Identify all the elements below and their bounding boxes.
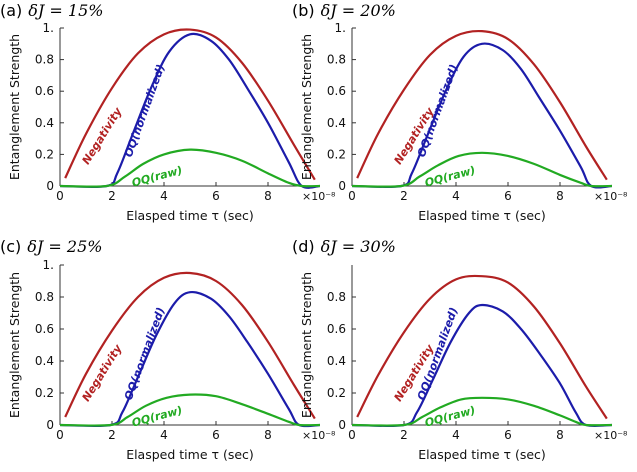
x-axis-label: Elasped time τ (sec) bbox=[418, 208, 546, 223]
y-tick-label: 0.2 bbox=[35, 147, 54, 161]
x-tick-label: 6 bbox=[504, 189, 512, 203]
chart-panel-b: (b) δJ = 20% 0 0.2 0.4 0.6 0.8 1. 0 2 4 6 8 ×10⁻⁸ Elas… bbox=[292, 1, 628, 223]
x-tick-label: 0 bbox=[348, 189, 356, 203]
y-tick-label: 0 bbox=[46, 179, 54, 193]
panel-letter: (b) bbox=[292, 1, 315, 20]
panel-letter: (c) bbox=[0, 237, 21, 256]
y-tick-label: 0.6 bbox=[327, 84, 346, 98]
panel-title-math: δJ = 15% bbox=[28, 1, 103, 20]
y-tick-label: 0.8 bbox=[35, 290, 54, 304]
y-axis-label: Entanglement Strength bbox=[299, 34, 314, 180]
x-tick-label: 2 bbox=[400, 428, 408, 442]
x-tick-label: 6 bbox=[504, 428, 512, 442]
panel-title: (d) δJ = 30% bbox=[292, 237, 396, 256]
series-line-oq-normalized bbox=[59, 32, 321, 189]
series-line-oq-raw bbox=[351, 396, 613, 427]
x-tick-label: 8 bbox=[556, 189, 564, 203]
y-tick-label: 0.2 bbox=[327, 147, 346, 161]
x-tick-label: 4 bbox=[160, 189, 168, 203]
x-tick-label: 2 bbox=[108, 428, 116, 442]
series-line-negativity bbox=[356, 29, 608, 181]
x-tick-label: 8 bbox=[556, 428, 564, 442]
y-tick-label: 0 bbox=[46, 418, 54, 432]
x-tick-label: 0 bbox=[56, 428, 64, 442]
panel-title: (a) δJ = 15% bbox=[0, 1, 103, 20]
y-axis-label: Entanglement Strength bbox=[7, 34, 22, 180]
x-tick-label: 6 bbox=[212, 189, 220, 203]
y-tick-label: 0.6 bbox=[327, 322, 346, 336]
x-tick-label: 4 bbox=[452, 428, 460, 442]
panel-title: (b) δJ = 20% bbox=[292, 1, 396, 20]
series-label-neg: Negativity bbox=[79, 105, 125, 167]
series-line-negativity bbox=[64, 28, 316, 181]
x-axis-label: Elasped time τ (sec) bbox=[418, 447, 546, 462]
y-tick-label: 0.4 bbox=[327, 116, 346, 130]
y-tick-label: 0.8 bbox=[327, 53, 346, 67]
series-line-oq-normalized bbox=[59, 290, 321, 428]
series-label-oqr: OQ(raw) bbox=[423, 404, 476, 430]
chart-panel-a: (a) δJ = 15% 0 0.2 0.4 0.6 0.8 1. 0 2 4 6 8 ×10⁻⁸ Elas… bbox=[0, 1, 336, 223]
x-tick-label: 8 bbox=[264, 428, 272, 442]
y-tick-label: 0.4 bbox=[35, 354, 54, 368]
chart-panel-c: (c) δJ = 25% 0 0.2 0.4 0.6 0.8 1. 0 2 4 6 8 ×10⁻⁸ Elas… bbox=[0, 237, 336, 462]
x-tick-label: 8 bbox=[264, 189, 272, 203]
x-axis-multiplier: ×10⁻⁸ bbox=[594, 190, 628, 203]
y-tick-label: 0.2 bbox=[35, 386, 54, 400]
y-tick-label: 1. bbox=[43, 21, 54, 35]
x-tick-label: 2 bbox=[400, 189, 408, 203]
y-tick-label: 0 bbox=[338, 418, 346, 432]
series-line-oq-normalized bbox=[351, 42, 613, 189]
x-tick-label: 6 bbox=[212, 428, 220, 442]
x-axis-multiplier: ×10⁻⁸ bbox=[302, 429, 336, 442]
panel-title: (c) δJ = 25% bbox=[0, 237, 102, 256]
y-axis-label: Entanglement Strength bbox=[7, 272, 22, 418]
series-label-oqn: OQ(normalized) bbox=[122, 306, 168, 402]
x-tick-label: 0 bbox=[348, 428, 356, 442]
panel-title-math: δJ = 30% bbox=[321, 237, 396, 256]
x-tick-label: 2 bbox=[108, 189, 116, 203]
y-tick-label: 0.4 bbox=[35, 116, 54, 130]
y-tick-label: 0.2 bbox=[327, 386, 346, 400]
x-axis-label: Elasped time τ (sec) bbox=[126, 208, 254, 223]
x-axis-multiplier: ×10⁻⁸ bbox=[594, 429, 628, 442]
x-axis-label: Elasped time τ (sec) bbox=[126, 447, 254, 462]
y-tick-label: 0.6 bbox=[35, 84, 54, 98]
panel-letter: (d) bbox=[292, 237, 315, 256]
panel-title-math: δJ = 25% bbox=[27, 237, 102, 256]
y-tick-label: 0.8 bbox=[35, 53, 54, 67]
y-tick-label: 0.4 bbox=[327, 354, 346, 368]
series-line-oq-raw bbox=[59, 393, 321, 427]
y-tick-label: 0.8 bbox=[327, 290, 346, 304]
series-line-oq-raw bbox=[59, 148, 321, 188]
x-axis-multiplier: ×10⁻⁸ bbox=[302, 190, 336, 203]
y-tick-label: 1. bbox=[43, 258, 54, 272]
series-line-negativity bbox=[64, 271, 316, 420]
series-label-oqn: OQ(normalized) bbox=[122, 63, 168, 159]
y-tick-label: 0.6 bbox=[35, 322, 54, 336]
series-label-oqr: OQ(raw) bbox=[130, 404, 183, 430]
y-tick-label: 0 bbox=[338, 179, 346, 193]
x-tick-label: 4 bbox=[160, 428, 168, 442]
x-tick-label: 0 bbox=[56, 189, 64, 203]
series-line-oq-normalized bbox=[351, 303, 613, 428]
y-tick-label: 1. bbox=[335, 21, 346, 35]
x-tick-label: 4 bbox=[452, 189, 460, 203]
chart-panel-d: (d) δJ = 30% 0 0.2 0.4 0.6 0.8 0 2 4 6 8 ×10⁻⁸ Elaspe… bbox=[292, 237, 628, 462]
panel-letter: (a) bbox=[0, 1, 22, 20]
series-line-oq-raw bbox=[351, 151, 613, 188]
y-axis-label: Entanglement Strength bbox=[299, 272, 314, 418]
panel-title-math: δJ = 20% bbox=[321, 1, 396, 20]
series-line-negativity bbox=[356, 274, 608, 420]
